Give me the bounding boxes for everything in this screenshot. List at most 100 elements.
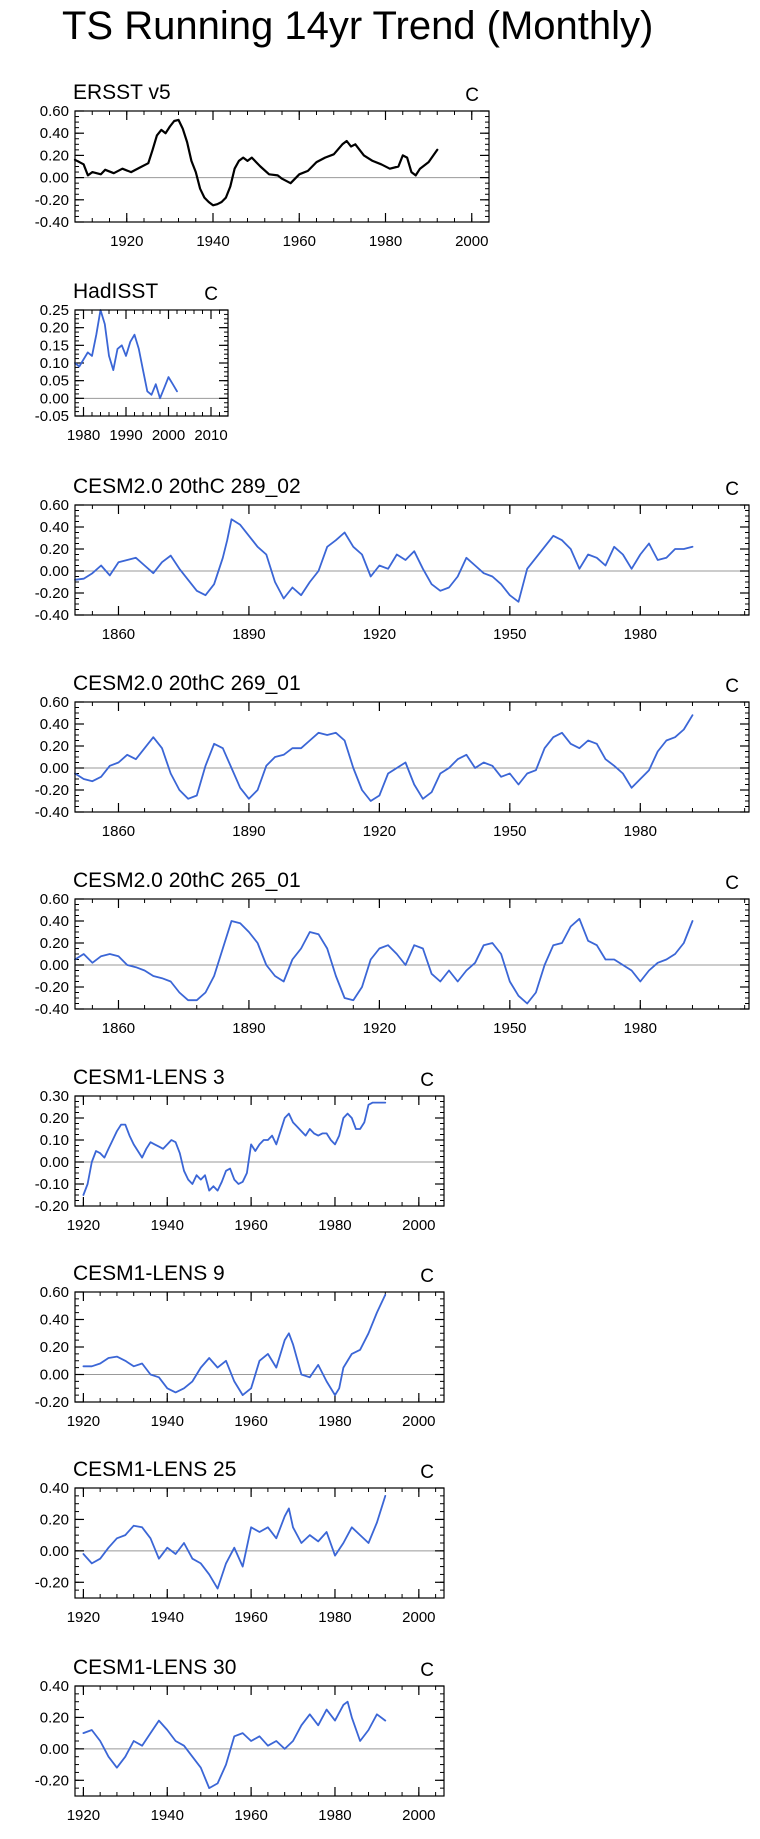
x-tick-label: 2010 — [194, 427, 227, 444]
y-tick-label: -0.20 — [35, 192, 69, 209]
x-tick-label: 1980 — [369, 233, 402, 250]
y-tick-label: 0.30 — [40, 1088, 69, 1105]
x-tick-label: 1940 — [151, 1413, 184, 1430]
chart-panel: CESM2.0 20thC 269_01 C 1860 1890 1920 1950 198… — [35, 672, 750, 840]
chart-title: CESM1-LENS 9 — [73, 1262, 225, 1285]
y-tick-label: 0.60 — [40, 694, 69, 711]
chart-units: C — [204, 284, 218, 305]
chart-panel: ERSST v5 C 1920 1940 1960 1980 2000 -0.40 -0.20 0… — [35, 81, 490, 250]
series-line — [74, 518, 694, 603]
chart-units: C — [465, 85, 479, 106]
y-tick-label: 0.20 — [40, 1511, 69, 1528]
x-tick-label: 1960 — [234, 1413, 267, 1430]
x-tick-label: 1860 — [102, 626, 135, 643]
y-tick-label: 0.40 — [40, 1678, 69, 1695]
chart-units: C — [725, 873, 739, 894]
x-tick-label: 1980 — [318, 1807, 351, 1824]
x-tick-label: 1980 — [624, 1020, 657, 1037]
y-tick-label: 0.60 — [40, 891, 69, 908]
x-tick-label: 1950 — [493, 823, 526, 840]
x-tick-label: 1940 — [196, 233, 229, 250]
chart-units: C — [420, 1070, 434, 1091]
y-tick-label: -0.40 — [35, 804, 69, 821]
y-tick-label: 0.20 — [40, 738, 69, 755]
x-tick-label: 1920 — [110, 233, 143, 250]
chart-units: C — [420, 1462, 434, 1483]
y-tick-label: 0.00 — [40, 390, 69, 407]
y-tick-label: 0.60 — [40, 497, 69, 514]
x-tick-label: 1920 — [363, 626, 396, 643]
y-tick-label: 0.20 — [40, 1339, 69, 1356]
page-title: TS Running 14yr Trend (Monthly) — [62, 4, 654, 48]
y-tick-label: 0.40 — [40, 913, 69, 930]
x-tick-label: 1890 — [232, 626, 265, 643]
y-tick-label: 0.00 — [40, 760, 69, 777]
chart-title: ERSST v5 — [73, 81, 171, 104]
x-tick-label: 2000 — [402, 1217, 435, 1234]
chart-title: CESM2.0 20thC 289_02 — [73, 475, 301, 498]
y-tick-label: 0.40 — [40, 519, 69, 536]
y-tick-label: 0.20 — [40, 935, 69, 952]
y-tick-label: 0.00 — [40, 957, 69, 974]
x-tick-label: 2000 — [402, 1807, 435, 1824]
y-tick-label: 0.20 — [40, 320, 69, 337]
series-line — [73, 118, 439, 207]
y-tick-label: 0.20 — [40, 541, 69, 558]
chart-panel: CESM2.0 20thC 265_01 C 1860 1890 1920 1950 198… — [35, 869, 750, 1037]
y-tick-label: 0.10 — [40, 1132, 69, 1149]
x-tick-label: 1920 — [67, 1413, 100, 1430]
y-tick-label: 0.40 — [40, 716, 69, 733]
x-tick-label: 1980 — [67, 427, 100, 444]
y-tick-label: 0.60 — [40, 1284, 69, 1301]
x-tick-label: 1960 — [283, 233, 316, 250]
y-tick-label: 0.40 — [40, 1312, 69, 1329]
x-tick-label: 1980 — [318, 1413, 351, 1430]
y-tick-label: -0.10 — [35, 1176, 69, 1193]
x-tick-label: 1920 — [67, 1217, 100, 1234]
plot-frame — [74, 898, 750, 1010]
x-tick-label: 1950 — [493, 1020, 526, 1037]
series-line — [74, 714, 694, 802]
y-tick-label: 0.00 — [40, 1741, 69, 1758]
y-tick-label: -0.20 — [35, 782, 69, 799]
chart-title: CESM1-LENS 25 — [73, 1458, 236, 1481]
x-tick-label: 1950 — [493, 626, 526, 643]
y-tick-label: -0.20 — [35, 979, 69, 996]
y-tick-label: 0.60 — [40, 103, 69, 120]
x-tick-label: 1920 — [67, 1807, 100, 1824]
y-tick-label: -0.20 — [35, 1574, 69, 1591]
series-line — [82, 1293, 387, 1396]
y-tick-label: 0.20 — [40, 1709, 69, 1726]
y-tick-label: -0.05 — [35, 408, 69, 425]
y-tick-label: 0.00 — [40, 1367, 69, 1384]
y-tick-label: 0.00 — [40, 170, 69, 187]
x-tick-label: 2000 — [455, 233, 488, 250]
y-tick-label: -0.40 — [35, 607, 69, 624]
y-tick-label: -0.20 — [35, 1394, 69, 1411]
x-tick-label: 1860 — [102, 823, 135, 840]
series-line — [82, 1101, 387, 1196]
x-tick-label: 1860 — [102, 1020, 135, 1037]
chart-panel: CESM1-LENS 3 C 1920 1940 1960 1980 2000 -0.20 -0… — [35, 1066, 445, 1234]
y-tick-label: -0.40 — [35, 1001, 69, 1018]
plot-frame — [74, 504, 750, 616]
chart-panel: CESM1-LENS 25 C 1920 1940 1960 1980 2000 -0.20 0… — [35, 1458, 445, 1626]
chart-units: C — [420, 1660, 434, 1681]
y-tick-label: 0.10 — [40, 355, 69, 372]
x-tick-label: 1980 — [318, 1609, 351, 1626]
chart-units: C — [725, 676, 739, 697]
x-tick-label: 1960 — [234, 1807, 267, 1824]
x-tick-label: 1990 — [109, 427, 142, 444]
chart-panel: CESM1-LENS 9 C 1920 1940 1960 1980 2000 -0.20 0.… — [35, 1262, 445, 1430]
plot-frame — [74, 1095, 445, 1207]
x-tick-label: 1960 — [234, 1609, 267, 1626]
chart-title: CESM1-LENS 30 — [73, 1656, 236, 1679]
y-tick-label: 0.00 — [40, 1154, 69, 1171]
chart-units: C — [725, 479, 739, 500]
chart-title: CESM1-LENS 3 — [73, 1066, 225, 1089]
plot-frame — [74, 1291, 445, 1403]
plot-frame — [74, 701, 750, 813]
y-tick-label: 0.40 — [40, 125, 69, 142]
